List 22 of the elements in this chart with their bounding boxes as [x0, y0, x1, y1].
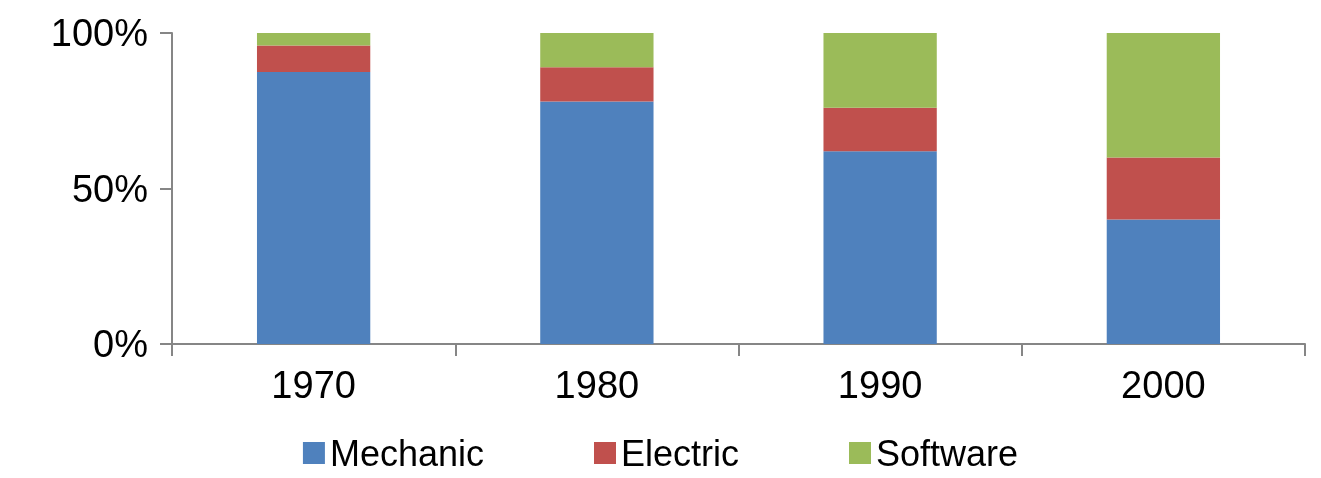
- bar: [1106, 157, 1221, 220]
- bar: [823, 151, 937, 344]
- bar: [256, 45, 371, 72]
- x-tick-label: 1990: [837, 364, 923, 406]
- y-tick-label: 50%: [71, 167, 148, 210]
- bar: [540, 101, 654, 344]
- y-tick-label: 0%: [93, 323, 148, 365]
- legend-label: Mechanic: [329, 432, 484, 474]
- bar: [823, 107, 937, 152]
- bar: [1106, 219, 1221, 344]
- bar: [256, 33, 371, 46]
- x-tick-label: 2000: [1121, 364, 1206, 406]
- bar: [540, 33, 654, 68]
- y-tick-label: 100%: [50, 12, 148, 54]
- bar: [256, 71, 371, 344]
- bar: [540, 67, 654, 102]
- x-tick-label: 1970: [271, 364, 356, 406]
- x-tick-label: 1980: [554, 364, 640, 406]
- legend-label: Electric: [620, 432, 740, 474]
- bar: [823, 33, 937, 108]
- bar: [1106, 33, 1221, 158]
- legend-label: Software: [876, 432, 1019, 474]
